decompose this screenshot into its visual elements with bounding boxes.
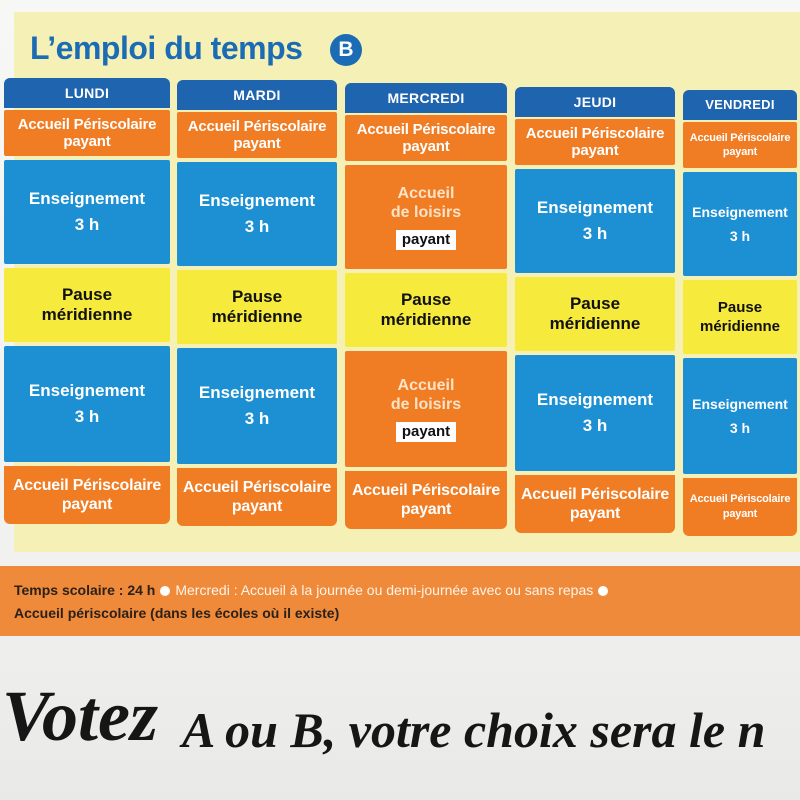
slot-label: Enseignement: [692, 204, 788, 220]
page-title: L’emploi du temps: [30, 30, 303, 66]
slot-label: Enseignement: [198, 191, 316, 210]
headline-rest: A ou B, votre choix sera le n: [182, 702, 766, 758]
slot-sublabel: de loisirs: [390, 204, 462, 221]
slot-duration: 3 h: [729, 228, 751, 244]
lunch-break: Pause méridienne: [177, 270, 337, 344]
slot-sublabel: payant: [722, 508, 758, 520]
slot-sublabel: méridienne: [211, 307, 303, 326]
option-badge: B: [330, 34, 362, 66]
slot-label: Pause: [717, 299, 763, 316]
lunch-break: Pause méridienne: [4, 268, 170, 342]
slot-label: Enseignement: [28, 381, 146, 400]
slot-duration: 3 h: [74, 215, 100, 234]
slot-duration: 3 h: [74, 407, 100, 426]
slot-label: Accueil Périscolaire: [689, 132, 791, 144]
slot-sublabel: payant: [722, 146, 758, 158]
slot-label: Enseignement: [536, 390, 654, 409]
slot-duration: 3 h: [244, 217, 270, 236]
slot-label: Accueil Périscolaire: [187, 118, 327, 135]
lunch-break: Pause méridienne: [683, 280, 797, 354]
slot-sublabel: méridienne: [699, 318, 781, 335]
teaching-afternoon: Enseignement 3 h: [515, 355, 675, 471]
legend-line-2: Accueil périscolaire (dans les écoles où…: [14, 602, 800, 625]
slot-label: Accueil Périscolaire: [12, 477, 162, 494]
teaching-morning: Enseignement 3 h: [4, 160, 170, 264]
day-column-mercredi: MERCREDI Accueil Périscolaire payant Acc…: [345, 83, 507, 529]
slot-sublabel: payant: [402, 138, 450, 155]
periscolaire-evening: Accueil Périscolaire payant: [177, 468, 337, 526]
slot-label: Accueil Périscolaire: [520, 486, 670, 503]
slot-label: Enseignement: [28, 189, 146, 208]
headline-lead: Votez: [2, 676, 159, 756]
slot-sublabel: de loisirs: [390, 396, 462, 413]
legend-line-1: Temps scolaire : 24 h Mercredi : Accueil …: [14, 579, 800, 602]
slot-sublabel: payant: [63, 133, 111, 150]
day-column-mardi: MARDI Accueil Périscolaire payant Enseig…: [177, 80, 337, 526]
day-header: JEUDI: [515, 87, 675, 117]
slot-label: Pause: [569, 294, 621, 313]
day-header: MARDI: [177, 80, 337, 110]
slot-label: Accueil Périscolaire: [351, 482, 501, 499]
slot-label: Accueil Périscolaire: [356, 121, 496, 138]
slot-sublabel: payant: [231, 498, 283, 515]
teaching-morning: Enseignement 3 h: [515, 169, 675, 273]
teaching-morning: Enseignement 3 h: [177, 162, 337, 266]
day-column-jeudi: JEUDI Accueil Périscolaire payant Enseig…: [515, 87, 675, 533]
teaching-afternoon: Enseignement 3 h: [177, 348, 337, 464]
slot-sublabel: méridienne: [380, 310, 472, 329]
periscolaire-morning: Accueil Périscolaire payant: [515, 119, 675, 165]
periscolaire-evening: Accueil Périscolaire payant: [345, 471, 507, 529]
slot-duration: 3 h: [582, 224, 608, 243]
slot-label: Pause: [400, 290, 452, 309]
periscolaire-morning: Accueil Périscolaire payant: [683, 122, 797, 168]
periscolaire-morning: Accueil Périscolaire payant: [4, 110, 170, 156]
bullet-dot-icon: [598, 586, 609, 596]
slot-sublabel: payant: [233, 135, 281, 152]
leisure-morning: Accueil de loisirs payant: [345, 165, 507, 269]
day-header: LUNDI: [4, 78, 170, 108]
paid-tag: payant: [395, 230, 457, 250]
slot-label: Accueil Périscolaire: [17, 116, 157, 133]
slot-sublabel: payant: [400, 501, 452, 518]
day-header: VENDREDI: [683, 90, 797, 120]
periscolaire-evening: Accueil Périscolaire payant: [4, 466, 170, 524]
leisure-afternoon: Accueil de loisirs payant: [345, 351, 507, 467]
bullet-dot-icon: [160, 586, 171, 596]
slot-label: Enseignement: [198, 383, 316, 402]
slot-duration: 3 h: [729, 420, 751, 436]
teaching-afternoon: Enseignement 3 h: [683, 358, 797, 474]
slot-label: Enseignement: [692, 396, 788, 412]
slot-duration: 3 h: [582, 416, 608, 435]
slot-label: Accueil: [397, 185, 455, 202]
periscolaire-evening: Accueil Périscolaire payant: [683, 478, 797, 536]
lunch-break: Pause méridienne: [515, 277, 675, 351]
slot-sublabel: payant: [571, 142, 619, 159]
slot-label: Pause: [61, 285, 113, 304]
slot-label: Accueil Périscolaire: [525, 125, 665, 142]
day-header: MERCREDI: [345, 83, 507, 113]
slot-label: Accueil Périscolaire: [182, 479, 332, 496]
legend-wednesday: Mercredi : Accueil à la journée ou demi-…: [175, 582, 594, 598]
teaching-morning: Enseignement 3 h: [683, 172, 797, 276]
paid-tag: payant: [395, 422, 457, 442]
slot-label: Pause: [231, 287, 283, 306]
slot-sublabel: payant: [61, 496, 113, 513]
periscolaire-morning: Accueil Périscolaire payant: [345, 115, 507, 161]
slot-sublabel: méridienne: [549, 314, 641, 333]
lunch-break: Pause méridienne: [345, 273, 507, 347]
day-column-vendredi: VENDREDI Accueil Périscolaire payant Ens…: [683, 90, 797, 536]
day-column-lundi: LUNDI Accueil Périscolaire payant Enseig…: [4, 78, 170, 524]
slot-label: Accueil: [397, 377, 455, 394]
legend-periscolaire: Accueil périscolaire (dans les écoles où…: [14, 605, 340, 621]
slot-sublabel: méridienne: [41, 305, 133, 324]
periscolaire-morning: Accueil Périscolaire payant: [177, 112, 337, 158]
slot-label: Enseignement: [536, 198, 654, 217]
legend-strip: Temps scolaire : 24 h Mercredi : Accueil …: [0, 566, 800, 636]
slot-sublabel: payant: [569, 505, 621, 522]
teaching-afternoon: Enseignement 3 h: [4, 346, 170, 462]
slot-duration: 3 h: [244, 409, 270, 428]
periscolaire-evening: Accueil Périscolaire payant: [515, 475, 675, 533]
legend-school-time: Temps scolaire : 24 h: [14, 582, 156, 598]
slot-label: Accueil Périscolaire: [689, 493, 791, 505]
